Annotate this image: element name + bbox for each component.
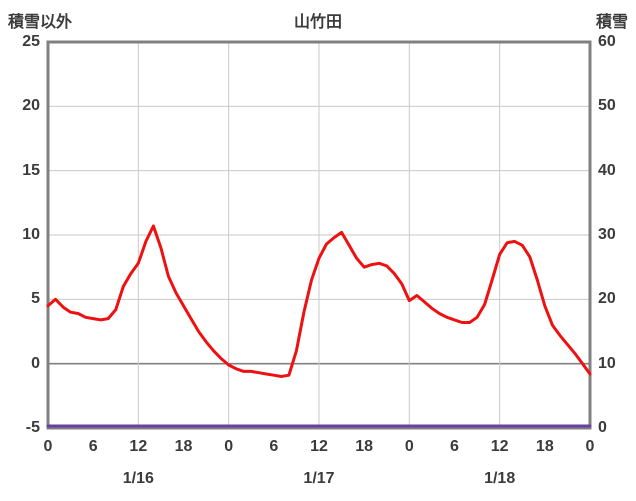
tick-label: 40 [598,161,616,179]
tick-label: 0 [31,354,40,372]
tick-label: 6 [88,438,98,455]
tick-label: 12 [129,438,148,455]
tick-label: 1/18 [484,470,516,487]
left-axis-label: 積雪以外 [8,14,73,31]
tick-label: 6 [450,438,459,455]
tick-label: 50 [598,97,616,115]
tick-label: 12 [310,438,328,455]
tick-label: 15 [22,161,40,179]
tick-label: 12 [490,438,509,455]
tick-label: 30 [598,226,616,243]
tick-label: 10 [598,354,616,372]
plot-frame [46,40,592,430]
tick-label: 10 [22,226,40,243]
tick-label: 0 [404,438,414,455]
tick-label: 20 [598,290,616,308]
tick-label: 18 [174,438,193,455]
page-title: 山竹田 [293,14,343,31]
tick-label: 0 [43,438,53,455]
tick-label: 1/16 [122,470,154,487]
tick-label: 0 [224,438,234,455]
tick-label: 6 [269,438,279,455]
tick-label: 5 [31,290,40,308]
tick-label: 18 [355,438,374,455]
tick-label: 20 [22,97,40,115]
tick-label: 0 [585,438,595,455]
series-line-0 [46,224,592,378]
tick-label: 25 [22,33,40,50]
tick-label: 60 [598,33,616,50]
tick-label: 0 [598,419,607,436]
right-axis-label: 積雪 [595,14,628,31]
tick-label: 18 [535,438,554,455]
tick-label: -5 [25,419,40,436]
tick-label: 1/17 [303,470,335,487]
